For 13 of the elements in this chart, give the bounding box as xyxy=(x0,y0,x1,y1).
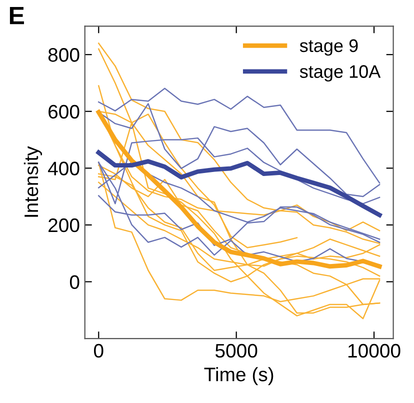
x-tick-label: 10000 xyxy=(348,344,400,358)
y-tick-label: 800 xyxy=(48,48,80,62)
y-tick-label: 600 xyxy=(48,104,80,119)
text: E xyxy=(10,6,24,24)
legend-label: stage 10A xyxy=(300,65,381,82)
y-axis-title: Intensity xyxy=(24,146,42,217)
legend-label: stage 9 xyxy=(300,39,358,56)
y-tick-label: 200 xyxy=(48,218,80,232)
x-axis-title: Time (s) xyxy=(204,367,274,386)
x-tick-label: 5000 xyxy=(215,344,258,358)
x-tick-label: 0 xyxy=(94,344,104,358)
y-tick-label: 0 xyxy=(70,275,80,289)
y-tick-label: 400 xyxy=(48,162,80,176)
